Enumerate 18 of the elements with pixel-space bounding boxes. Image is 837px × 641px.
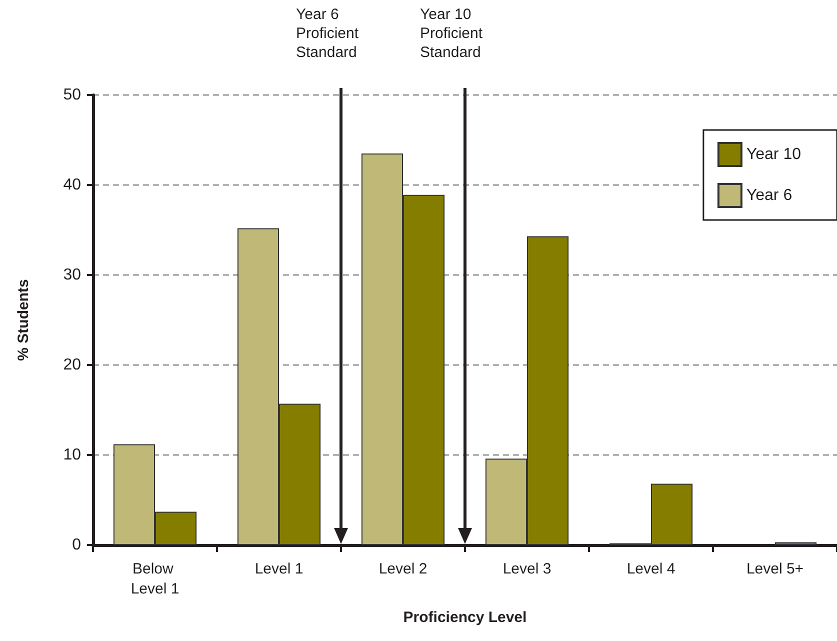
y-tick-label: 40 (63, 176, 82, 194)
text: Year 10 Proficient Standard (420, 5, 483, 62)
y-tick-label: 50 (63, 86, 82, 104)
x-tick-label: Level 1 (254, 560, 304, 578)
y-tick-label: 20 (63, 356, 82, 374)
x-tick-label: Level 3 (502, 560, 552, 578)
x-tick-label: Level 2 (378, 560, 428, 578)
y-axis-title: % Students (15, 279, 32, 361)
x-tick-label: Level 4 (626, 560, 676, 578)
x-tick-label: Level 5+ (746, 560, 804, 578)
x-tick-label: Below Level 1 (130, 560, 180, 598)
x-axis-title: Proficiency Level (403, 609, 527, 626)
y-tick-label: 0 (72, 536, 82, 554)
legend-label: Year 10 (746, 146, 802, 163)
y-tick-label: 30 (63, 266, 82, 284)
text: Year 6 Proficient Standard (296, 5, 359, 62)
y-tick-label: 10 (63, 446, 82, 464)
legend-label: Year 6 (746, 187, 792, 204)
